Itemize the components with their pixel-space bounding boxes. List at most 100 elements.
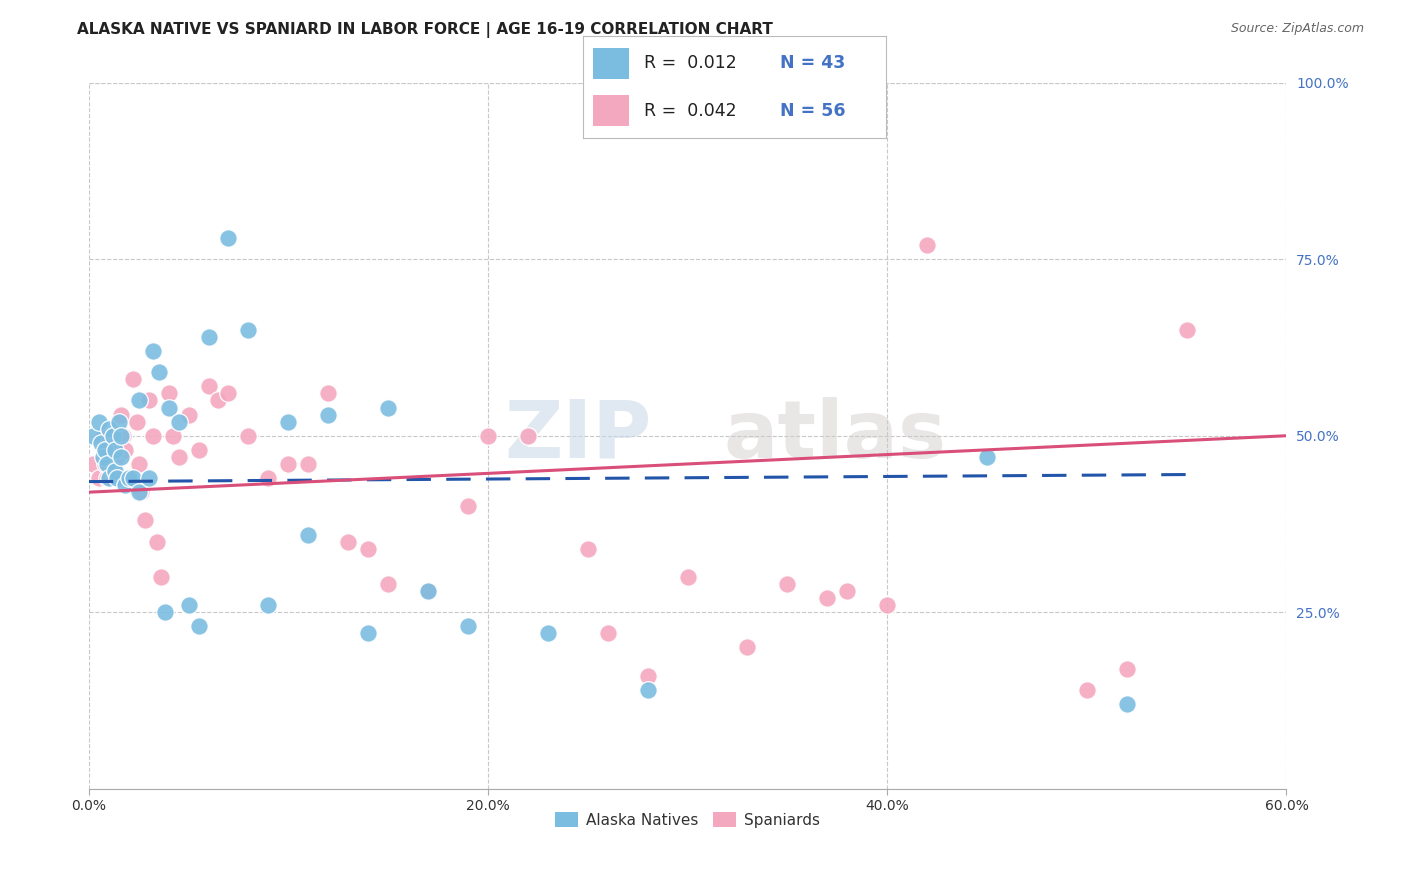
Point	[637, 668, 659, 682]
Text: ALASKA NATIVE VS SPANIARD IN LABOR FORCE | AGE 16-19 CORRELATION CHART: ALASKA NATIVE VS SPANIARD IN LABOR FORCE…	[77, 22, 773, 38]
Point	[297, 527, 319, 541]
Point	[142, 344, 165, 359]
Point	[157, 386, 180, 401]
Bar	[592, 95, 628, 126]
Point	[128, 485, 150, 500]
Point	[114, 442, 136, 457]
Point	[107, 471, 129, 485]
Point	[138, 393, 160, 408]
Point	[104, 428, 127, 442]
Point	[138, 471, 160, 485]
Point	[197, 330, 219, 344]
Point	[837, 584, 859, 599]
Point	[477, 428, 499, 442]
Point	[145, 534, 167, 549]
Text: R =  0.042: R = 0.042	[644, 102, 737, 120]
Point	[91, 428, 114, 442]
Point	[1115, 697, 1137, 711]
Point	[377, 577, 399, 591]
Point	[238, 428, 260, 442]
Point	[91, 450, 114, 464]
Point	[118, 471, 141, 485]
Point	[148, 365, 170, 379]
Point	[104, 464, 127, 478]
Point	[82, 428, 104, 442]
Point	[316, 408, 339, 422]
Point	[257, 598, 280, 612]
Point	[218, 231, 240, 245]
Point	[238, 323, 260, 337]
Point	[457, 619, 479, 633]
Point	[177, 598, 200, 612]
Point	[516, 428, 538, 442]
Text: N = 43: N = 43	[780, 54, 845, 72]
Point	[218, 386, 240, 401]
Point	[1175, 323, 1198, 337]
Point	[537, 626, 560, 640]
Point	[596, 626, 619, 640]
Point	[105, 471, 128, 485]
Point	[87, 415, 110, 429]
Point	[118, 471, 141, 485]
Point	[197, 379, 219, 393]
Point	[457, 500, 479, 514]
Point	[277, 415, 299, 429]
Point	[110, 428, 132, 442]
Point	[915, 238, 938, 252]
Point	[207, 393, 229, 408]
Point	[815, 591, 838, 605]
Point	[676, 570, 699, 584]
Legend: Alaska Natives, Spaniards: Alaska Natives, Spaniards	[550, 805, 827, 834]
Point	[107, 415, 129, 429]
Bar	[592, 48, 628, 78]
Point	[257, 471, 280, 485]
Point	[97, 471, 120, 485]
Point	[416, 584, 439, 599]
Point	[1076, 682, 1098, 697]
Point	[337, 534, 360, 549]
Point	[90, 435, 112, 450]
Point	[134, 513, 156, 527]
Point	[177, 408, 200, 422]
Text: R =  0.012: R = 0.012	[644, 54, 737, 72]
Point	[976, 450, 998, 464]
Text: N = 56: N = 56	[780, 102, 845, 120]
Point	[187, 442, 209, 457]
Point	[110, 450, 132, 464]
Point	[737, 640, 759, 655]
Text: atlas: atlas	[724, 397, 946, 475]
Point	[93, 457, 115, 471]
Text: Source: ZipAtlas.com: Source: ZipAtlas.com	[1230, 22, 1364, 36]
Point	[187, 619, 209, 633]
Point	[637, 682, 659, 697]
Point	[357, 626, 380, 640]
Point	[162, 428, 184, 442]
Point	[114, 478, 136, 492]
Point	[153, 605, 176, 619]
Point	[776, 577, 799, 591]
Point	[96, 457, 118, 471]
Point	[101, 428, 124, 442]
Point	[277, 457, 299, 471]
Point	[128, 393, 150, 408]
Point	[121, 471, 143, 485]
Point	[82, 457, 104, 471]
Point	[142, 428, 165, 442]
Point	[129, 485, 152, 500]
Text: ZIP: ZIP	[505, 397, 651, 475]
Point	[1115, 662, 1137, 676]
Point	[576, 541, 599, 556]
Point	[377, 401, 399, 415]
Point	[316, 386, 339, 401]
Point	[357, 541, 380, 556]
Point	[97, 442, 120, 457]
Point	[125, 415, 148, 429]
Point	[876, 598, 898, 612]
Point	[149, 570, 172, 584]
Point	[121, 372, 143, 386]
Point	[128, 457, 150, 471]
Point	[97, 422, 120, 436]
Point	[111, 428, 134, 442]
Point	[297, 457, 319, 471]
Point	[157, 401, 180, 415]
